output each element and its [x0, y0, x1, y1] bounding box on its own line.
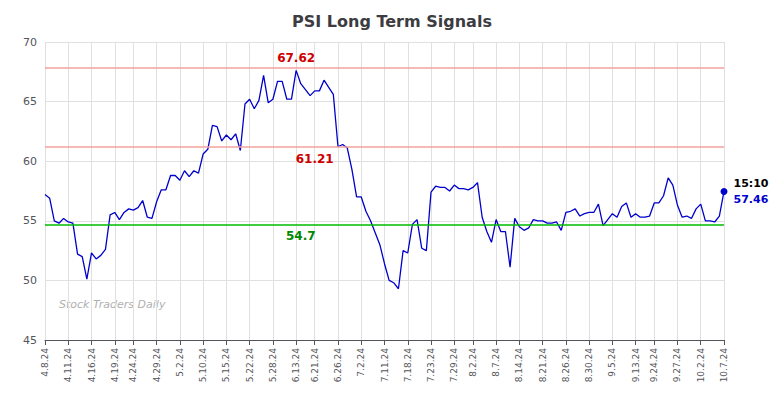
- svg-text:4.24.24: 4.24.24: [128, 348, 138, 383]
- svg-text:10.7.24: 10.7.24: [719, 348, 729, 383]
- svg-text:7.29.24: 7.29.24: [449, 348, 459, 383]
- svg-text:9.5.24: 9.5.24: [607, 348, 617, 377]
- svg-text:7.2.24: 7.2.24: [356, 348, 366, 377]
- svg-text:8.30.24: 8.30.24: [584, 348, 594, 383]
- svg-text:60: 60: [23, 155, 37, 168]
- svg-text:50: 50: [23, 274, 37, 287]
- svg-text:70: 70: [23, 36, 37, 49]
- svg-text:5.22.24: 5.22.24: [245, 348, 255, 383]
- svg-text:5.2.24: 5.2.24: [175, 348, 185, 377]
- svg-text:4.19.24: 4.19.24: [110, 348, 120, 383]
- svg-text:57.46: 57.46: [734, 193, 769, 206]
- svg-text:4.16.24: 4.16.24: [87, 348, 97, 383]
- svg-text:5.15.24: 5.15.24: [221, 348, 231, 383]
- svg-text:55: 55: [23, 214, 37, 227]
- svg-text:8.2.24: 8.2.24: [468, 348, 478, 377]
- svg-text:7.23.24: 7.23.24: [426, 348, 436, 383]
- svg-text:6.13.24: 6.13.24: [291, 348, 301, 383]
- svg-text:6.21.24: 6.21.24: [310, 348, 320, 383]
- svg-text:7.11.24: 7.11.24: [380, 348, 390, 383]
- svg-text:8.21.24: 8.21.24: [538, 348, 548, 383]
- svg-text:15:10: 15:10: [734, 177, 769, 190]
- svg-text:Stock Traders Daily: Stock Traders Daily: [59, 298, 166, 311]
- svg-text:10.2.24: 10.2.24: [696, 348, 706, 383]
- svg-text:5.10.24: 5.10.24: [198, 348, 208, 383]
- svg-text:9.24.24: 9.24.24: [649, 348, 659, 383]
- svg-text:5.28.24: 5.28.24: [268, 348, 278, 383]
- svg-text:8.7.24: 8.7.24: [491, 348, 501, 377]
- svg-text:67.62: 67.62: [277, 51, 315, 65]
- svg-text:8.14.24: 8.14.24: [514, 348, 524, 383]
- svg-text:65: 65: [23, 95, 37, 108]
- svg-text:4.29.24: 4.29.24: [152, 348, 162, 383]
- svg-text:PSI Long Term Signals: PSI Long Term Signals: [292, 12, 492, 31]
- svg-text:45: 45: [23, 334, 37, 347]
- svg-text:54.7: 54.7: [286, 229, 316, 243]
- svg-text:4.8.24: 4.8.24: [40, 348, 50, 377]
- svg-text:7.18.24: 7.18.24: [403, 348, 413, 383]
- svg-text:61.21: 61.21: [296, 152, 334, 166]
- svg-text:6.26.24: 6.26.24: [333, 348, 343, 383]
- svg-text:4.11.24: 4.11.24: [63, 348, 73, 383]
- svg-text:9.27.24: 9.27.24: [672, 348, 682, 383]
- svg-text:8.26.24: 8.26.24: [561, 348, 571, 383]
- svg-text:9.13.24: 9.13.24: [631, 348, 641, 383]
